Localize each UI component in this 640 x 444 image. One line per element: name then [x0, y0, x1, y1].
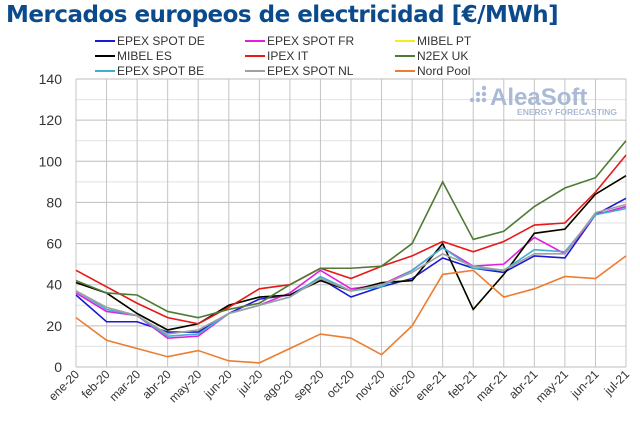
y-tick-label: 140	[39, 71, 63, 87]
legend-label: EPEX SPOT BE	[117, 63, 205, 78]
series-line-nord-pool	[75, 255, 627, 364]
y-tick-label: 20	[46, 318, 62, 334]
watermark-tagline: ENERGY FORECASTING	[517, 107, 617, 117]
legend-swatch	[245, 69, 265, 72]
legend-swatch	[245, 54, 265, 57]
legend-swatch	[395, 69, 415, 72]
legend-item: EPEX SPOT FR	[245, 33, 395, 48]
x-tick-label: mar-20	[106, 367, 143, 404]
watermark-dot	[481, 91, 487, 97]
x-tick-label: ene-21	[412, 367, 449, 404]
legend-swatch	[395, 39, 415, 42]
x-tick-label: mar-21	[473, 367, 510, 404]
y-tick-label: 100	[39, 153, 63, 169]
x-tick-label: ago-20	[260, 367, 297, 404]
x-tick-label: may-21	[533, 367, 571, 405]
watermark-dot	[475, 97, 481, 103]
chart-title: Mercados europeos de electricidad [€/MWh…	[6, 2, 559, 28]
series-line-n2ex-uk	[75, 140, 627, 319]
series-line-epex-spot-nl	[75, 203, 627, 335]
legend-label: MIBEL ES	[117, 48, 172, 63]
legend-item: EPEX SPOT BE	[95, 63, 245, 78]
x-tick-label: ene-20	[46, 367, 83, 404]
y-tick-label: 60	[46, 236, 62, 252]
legend-label: IPEX IT	[267, 48, 309, 63]
legend-label: Nord Pool	[417, 63, 471, 78]
y-tick-label: 0	[54, 359, 62, 375]
x-tick-label: may-20	[166, 367, 204, 405]
legend-label: EPEX SPOT NL	[267, 63, 354, 78]
legend-item: Nord Pool	[395, 63, 545, 78]
legend-label: MIBEL PT	[417, 33, 472, 48]
watermark-dot	[481, 85, 487, 91]
legend-label: EPEX SPOT FR	[267, 33, 355, 48]
legend-swatch	[95, 39, 115, 42]
legend: EPEX SPOT DE EPEX SPOT FR MIBEL PT MIBEL ES…	[95, 33, 635, 78]
legend-item: MIBEL PT	[395, 33, 545, 48]
legend-swatch	[395, 54, 415, 57]
legend-label: N2EX UK	[417, 48, 469, 63]
y-tick-label: 120	[39, 112, 63, 128]
legend-item: EPEX SPOT NL	[245, 63, 395, 78]
x-tick-label: jun-20	[201, 367, 235, 401]
series-line-epex-spot-de	[75, 197, 627, 333]
series-line-ipex-it	[75, 154, 627, 325]
legend-item: N2EX UK	[395, 48, 545, 63]
legend-item: MIBEL ES	[95, 48, 245, 63]
watermark-logo: AleaSoft	[490, 84, 587, 111]
legend-swatch	[95, 69, 115, 72]
y-tick-label: 40	[46, 277, 62, 293]
x-tick-label: sep-20	[291, 367, 327, 403]
legend-item: IPEX IT	[245, 48, 395, 63]
x-tick-label: jun-21	[567, 367, 601, 401]
x-tick-label: nov-20	[352, 367, 388, 403]
series-line-epex-spot-fr	[75, 205, 627, 340]
x-tick-label: jul-21	[601, 367, 633, 399]
watermark-dot	[475, 91, 481, 97]
legend-label: EPEX SPOT DE	[117, 33, 205, 48]
legend-item: EPEX SPOT DE	[95, 33, 245, 48]
watermark-dot	[481, 97, 487, 103]
legend-swatch	[95, 54, 115, 57]
y-tick-label: 80	[46, 194, 62, 210]
watermark-dot	[469, 97, 475, 103]
legend-swatch	[245, 39, 265, 42]
x-tick-label: oct-20	[324, 367, 358, 401]
